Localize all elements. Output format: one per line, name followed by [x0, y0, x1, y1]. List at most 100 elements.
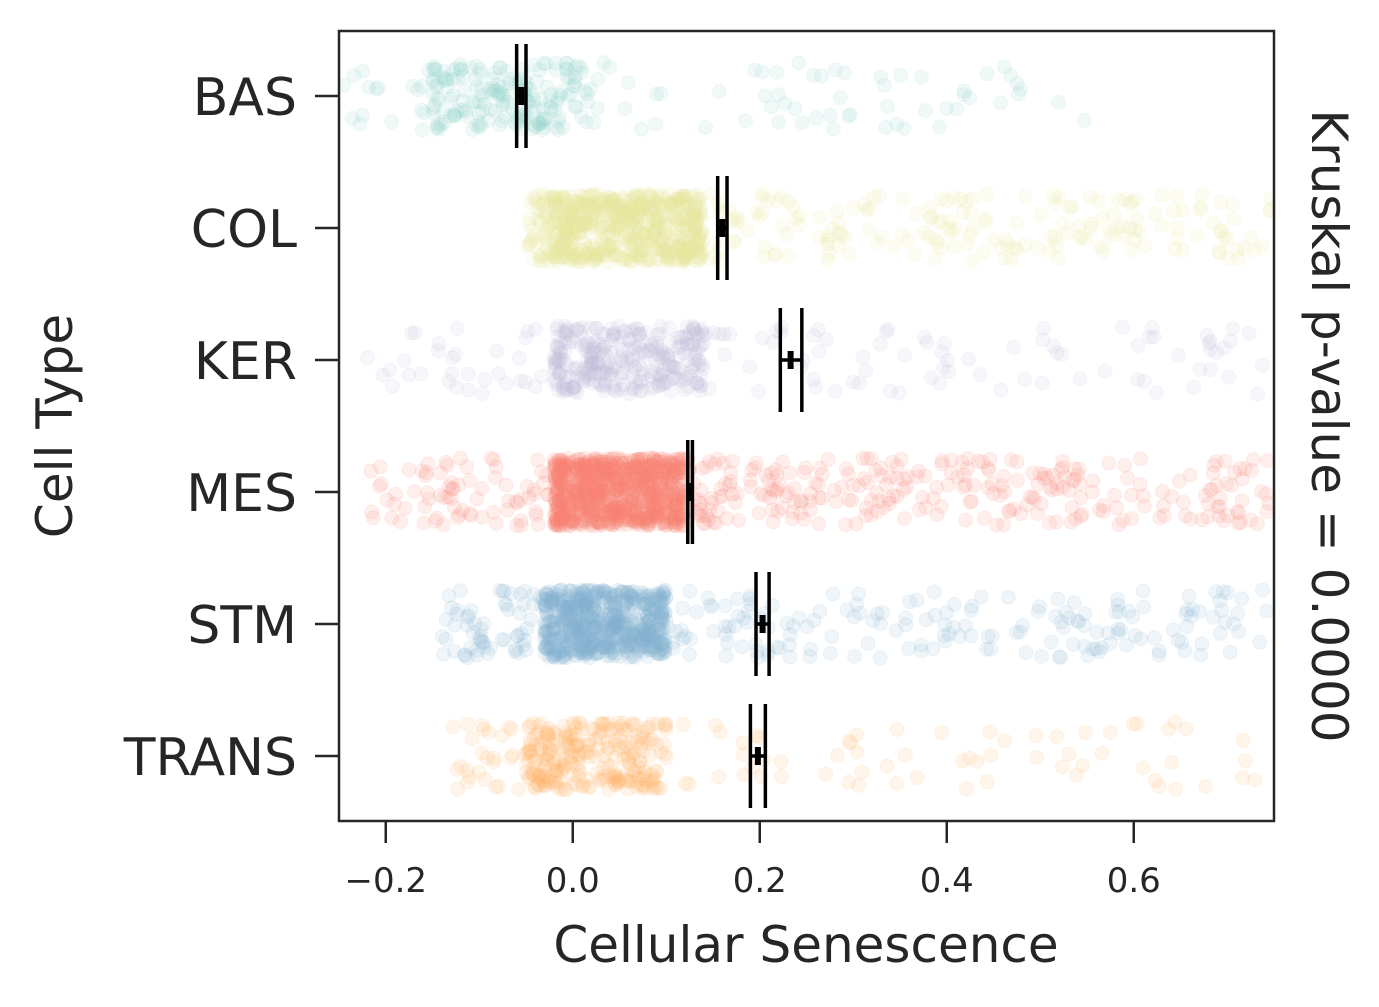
- point-bas: [414, 78, 430, 94]
- point-bas: [1013, 81, 1028, 97]
- point-col: [622, 232, 638, 248]
- point-col: [573, 202, 589, 218]
- point-mes: [528, 504, 544, 520]
- point-col: [820, 252, 836, 268]
- point-mes: [748, 455, 764, 471]
- point-col: [1213, 223, 1228, 239]
- point-bas: [471, 105, 487, 121]
- point-col: [623, 209, 639, 225]
- point-stm: [480, 646, 496, 661]
- point-bas: [456, 83, 472, 99]
- point-col: [558, 245, 574, 260]
- point-bas: [369, 81, 385, 97]
- point-trans: [955, 753, 971, 769]
- point-col: [677, 250, 693, 266]
- point-mes: [1055, 453, 1071, 469]
- point-col: [780, 194, 796, 210]
- point-mes: [416, 515, 432, 531]
- point-bas: [825, 121, 841, 137]
- point-stm: [888, 623, 904, 639]
- point-col: [673, 209, 689, 225]
- point-col: [548, 189, 564, 205]
- point-col: [687, 188, 703, 204]
- point-stm: [898, 610, 914, 626]
- xtick-label-1: 0.0: [546, 861, 600, 901]
- point-col: [556, 187, 572, 203]
- point-col: [570, 246, 586, 262]
- point-col: [629, 218, 645, 233]
- point-col: [649, 251, 665, 267]
- point-bas: [918, 103, 934, 119]
- point-col: [532, 214, 548, 230]
- point-ker: [666, 369, 682, 385]
- point-col: [560, 245, 576, 261]
- point-trans: [611, 742, 627, 758]
- point-bas: [582, 81, 598, 97]
- point-col: [639, 234, 655, 250]
- point-col: [641, 211, 657, 227]
- point-col: [675, 191, 691, 207]
- point-col: [1055, 216, 1071, 232]
- point-ker: [1202, 333, 1218, 349]
- point-col: [1116, 228, 1132, 244]
- point-col: [552, 215, 568, 231]
- point-col: [663, 253, 679, 268]
- point-col: [642, 203, 658, 219]
- point-bas: [536, 119, 552, 135]
- point-trans: [575, 778, 591, 793]
- point-stm: [1121, 603, 1137, 619]
- point-col: [1137, 238, 1153, 254]
- point-bas: [481, 83, 497, 99]
- point-col: [564, 236, 580, 252]
- point-mes: [572, 465, 588, 481]
- point-ker: [407, 325, 423, 341]
- point-bas: [620, 75, 636, 91]
- point-col: [693, 206, 709, 222]
- point-col: [537, 194, 553, 210]
- point-bas: [429, 78, 445, 94]
- point-stm: [1136, 599, 1152, 615]
- point-bas: [421, 62, 437, 78]
- point-ker: [460, 366, 476, 382]
- point-col: [629, 186, 645, 202]
- point-col: [556, 218, 572, 233]
- point-stm: [825, 586, 841, 602]
- point-col: [976, 244, 992, 260]
- point-col: [1109, 220, 1124, 236]
- point-trans: [1049, 728, 1065, 744]
- point-stm: [1179, 619, 1195, 635]
- point-col: [792, 208, 808, 224]
- point-ker: [460, 382, 476, 398]
- point-col: [661, 186, 677, 202]
- point-col: [643, 237, 659, 253]
- point-ker: [851, 375, 867, 391]
- point-trans: [979, 774, 995, 790]
- point-col: [620, 203, 636, 219]
- point-mes: [519, 479, 535, 494]
- point-ker: [652, 368, 668, 384]
- point-ker: [686, 322, 702, 338]
- point-stm: [918, 612, 934, 628]
- point-col: [569, 194, 585, 210]
- point-col: [978, 211, 993, 227]
- point-col: [1167, 241, 1183, 257]
- point-col: [599, 194, 615, 210]
- point-col: [589, 193, 605, 209]
- point-mes: [1258, 486, 1274, 502]
- point-stm: [860, 635, 876, 651]
- point-mes: [802, 493, 818, 509]
- point-col: [692, 227, 708, 243]
- point-col: [584, 187, 600, 202]
- point-col: [601, 224, 617, 240]
- point-col: [545, 225, 561, 241]
- point-col: [1017, 189, 1033, 205]
- point-bas: [561, 70, 577, 86]
- point-col: [1032, 206, 1048, 222]
- point-trans: [596, 748, 612, 764]
- point-bas: [436, 104, 452, 120]
- point-col: [623, 254, 639, 270]
- point-col: [570, 219, 586, 235]
- point-mes: [798, 460, 814, 476]
- point-col: [548, 198, 564, 214]
